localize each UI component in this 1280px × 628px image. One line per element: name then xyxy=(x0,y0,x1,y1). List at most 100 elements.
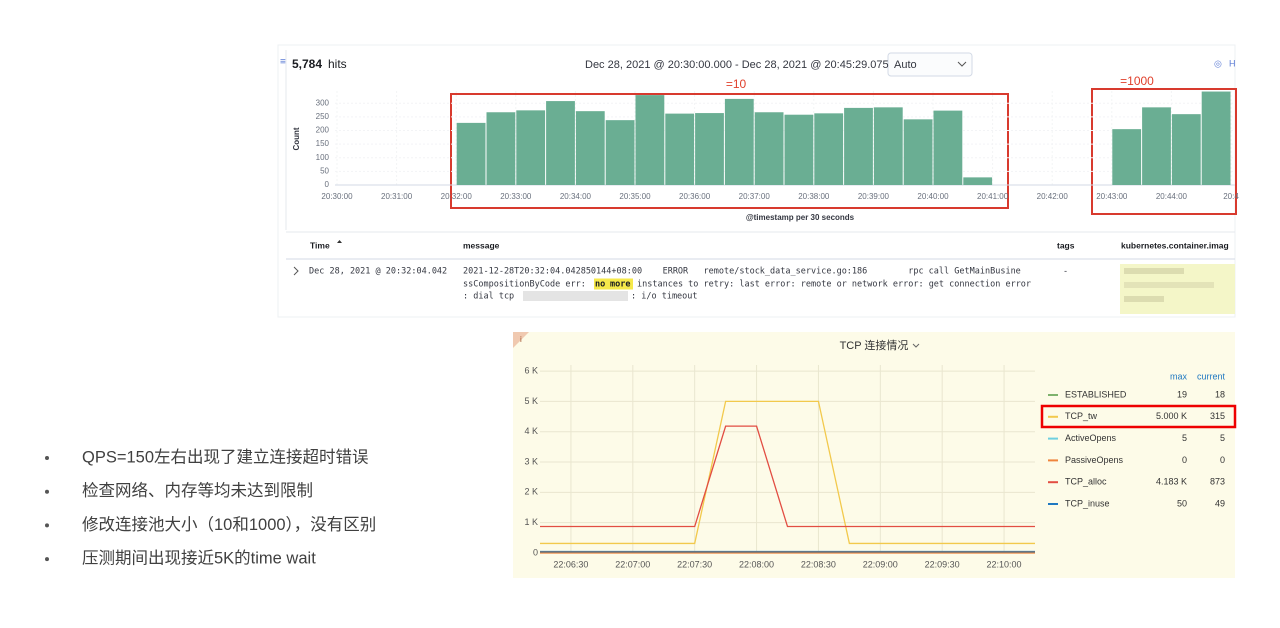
corner-label: H xyxy=(1229,58,1236,68)
x-tick-label: 20:4 xyxy=(1223,192,1239,201)
interval-select[interactable] xyxy=(887,52,973,77)
y-tick-label: 0 xyxy=(325,180,330,189)
y-tick-label: 50 xyxy=(320,166,329,175)
legend-max: 50 xyxy=(1177,498,1187,508)
column-header: message xyxy=(463,240,500,250)
y-tick-label: 3 K xyxy=(524,456,538,466)
legend-current: 315 xyxy=(1210,411,1225,421)
legend-current: 873 xyxy=(1210,477,1225,487)
hits-label: hits xyxy=(328,57,347,71)
bar xyxy=(516,110,546,185)
bar xyxy=(903,119,933,185)
bar xyxy=(754,112,784,185)
redacted xyxy=(523,291,628,301)
bar xyxy=(575,111,605,185)
interval: Auto xyxy=(894,59,917,71)
x-tick-label: 20:39:00 xyxy=(858,192,890,201)
legend-max: 5.000 K xyxy=(1156,411,1187,421)
x-tick-label: 22:08:00 xyxy=(739,559,774,569)
x-tick-label: 22:07:00 xyxy=(615,559,650,569)
annotation-box xyxy=(1091,88,1237,215)
redacted-image xyxy=(1120,264,1235,314)
x-tick-label: 20:44:00 xyxy=(1156,192,1188,201)
bar xyxy=(605,120,635,185)
row-message: : i/o timeout xyxy=(631,292,698,302)
bar xyxy=(1201,91,1231,185)
bar xyxy=(456,122,486,185)
expand-row[interactable] xyxy=(293,266,299,276)
y-tick-label: 6 K xyxy=(524,365,538,375)
bullet-text: QPS=150左右出现了建立连接超时错误 xyxy=(82,447,369,466)
row-message: 2021-12-28T20:32:04.042850144+08:00 ERRO… xyxy=(463,267,1021,277)
y-tick-label: 1 K xyxy=(524,517,538,527)
legend-header: max xyxy=(1170,371,1188,381)
y-tick-label: 4 K xyxy=(524,426,538,436)
y-tick-label: 2 K xyxy=(524,487,538,497)
y-tick-label: 250 xyxy=(316,112,330,121)
bullet-text: 检查网络、内存等均未达到限制 xyxy=(82,481,313,500)
bar xyxy=(1171,114,1201,185)
x-tick-label: 20:31:00 xyxy=(381,192,413,201)
sort-icon[interactable] xyxy=(337,240,342,243)
hide-icon[interactable]: ◎ xyxy=(1214,58,1222,68)
annotation: =1000 xyxy=(1120,74,1154,88)
column-header: tags xyxy=(1057,240,1075,250)
x-tick-label: 20:41:00 xyxy=(977,192,1009,201)
highlight-box xyxy=(1040,404,1237,429)
bar xyxy=(635,95,665,185)
row-message-highlight: more xyxy=(610,280,630,290)
x-tick-label: 20:37:00 xyxy=(739,192,771,201)
bullet-text: 压测期间出现接近5K的time wait xyxy=(82,548,316,567)
legend-current: 18 xyxy=(1215,389,1225,399)
y-tick-label: 300 xyxy=(316,98,330,107)
info-icon[interactable]: i xyxy=(520,335,522,344)
y-tick-label: 200 xyxy=(316,126,330,135)
bullet-dot xyxy=(45,456,49,460)
x-tick-label: 22:09:30 xyxy=(925,559,960,569)
annotation-box xyxy=(450,93,1009,209)
x-tick-label: 20:34:00 xyxy=(560,192,592,201)
info-corner xyxy=(513,332,529,348)
x-tick-label: 20:33:00 xyxy=(500,192,532,201)
x-tick-label: 20:35:00 xyxy=(619,192,651,201)
y-tick-label: 100 xyxy=(316,153,330,162)
bar xyxy=(844,107,873,185)
row-time: Dec 28, 2021 @ 20:32:04.042 xyxy=(309,267,447,277)
legend-current: 49 xyxy=(1215,498,1225,508)
title-chevron[interactable] xyxy=(912,343,920,348)
row-message: ssCompositionByCode err: xyxy=(463,280,586,290)
bar xyxy=(814,113,844,185)
bullet-dot xyxy=(45,557,49,562)
annotation: =10 xyxy=(726,77,747,91)
x-tick-label: 20:40:00 xyxy=(917,192,949,201)
y-axis-label: Count xyxy=(292,127,301,150)
panel-title: TCP 连接情况 xyxy=(840,339,909,352)
y-tick-label: 150 xyxy=(316,139,330,148)
bullet-dot xyxy=(45,489,49,494)
x-tick-label: 22:09:00 xyxy=(863,559,898,569)
bar xyxy=(1142,107,1171,185)
legend-max: 4.183 K xyxy=(1156,477,1187,487)
bar xyxy=(665,113,695,185)
x-axis-label: @timestamp per 30 seconds xyxy=(746,213,855,222)
legend-label: TCP_inuse xyxy=(1065,498,1110,508)
x-tick-label: 20:30:00 xyxy=(321,192,353,201)
menu-icon[interactable]: ≡ xyxy=(280,57,286,68)
x-tick-label: 22:10:00 xyxy=(987,559,1022,569)
x-tick-label: 20:42:00 xyxy=(1037,192,1069,201)
series-line xyxy=(540,400,1035,545)
x-tick-label: 22:06:30 xyxy=(553,559,588,569)
x-tick-label: 22:07:30 xyxy=(677,559,712,569)
bullet-text: 修改连接池大小（10和1000），没有区别 xyxy=(82,515,376,534)
x-tick-label: 22:08:30 xyxy=(801,559,836,569)
legend-current: 0 xyxy=(1220,455,1225,465)
bar xyxy=(784,114,814,185)
series-line xyxy=(540,425,1035,528)
legend-header: current xyxy=(1197,371,1226,381)
x-tick-label: 20:38:00 xyxy=(798,192,830,201)
column-header: Time xyxy=(310,240,330,250)
bar xyxy=(963,177,993,185)
legend-label: ActiveOpens xyxy=(1065,433,1117,443)
row-message-highlight: no xyxy=(595,280,605,290)
